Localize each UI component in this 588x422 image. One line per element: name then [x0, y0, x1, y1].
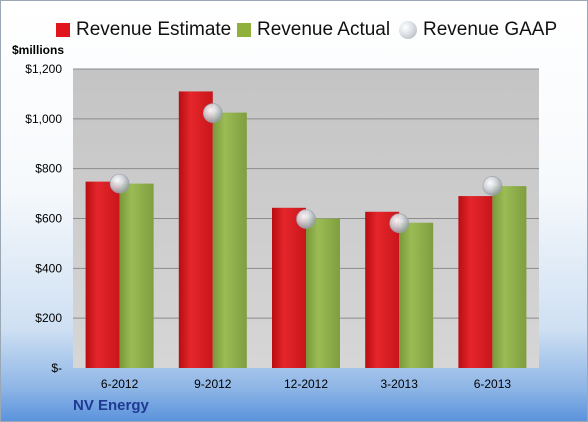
bar-revenue-estimate	[272, 207, 306, 368]
legend-swatch-revenue-actual	[237, 23, 251, 37]
y-axis-unit-label: $millions	[12, 43, 65, 57]
y-tick-label: $600	[35, 212, 62, 226]
y-tick-label: $1,200	[25, 62, 62, 76]
x-tick-label: 12-2012	[284, 377, 328, 391]
y-tick-label: $400	[35, 261, 62, 275]
x-tick-label: 6-2012	[101, 377, 139, 391]
legend-swatch-revenue-gaap	[399, 21, 417, 39]
legend-item-revenue-actual: Revenue Actual	[237, 15, 390, 45]
legend-label-revenue-gaap: Revenue GAAP	[423, 19, 558, 40]
x-tick-label: 6-2013	[474, 377, 512, 391]
legend-item-revenue-estimate: Revenue Estimate	[56, 15, 231, 45]
marker-revenue-gaap	[296, 209, 316, 229]
bar-revenue-actual	[399, 222, 434, 368]
marker-revenue-gaap	[482, 176, 503, 196]
bar-revenue-actual	[212, 112, 247, 369]
bar-revenue-actual	[306, 218, 340, 368]
bar-revenue-actual	[492, 186, 527, 368]
company-name: NV Energy	[73, 397, 149, 414]
bar-revenue-actual	[119, 183, 154, 368]
legend-item-revenue-gaap: Revenue GAAP	[399, 15, 557, 45]
x-tick-label: 3-2013	[381, 377, 419, 391]
marker-revenue-gaap	[389, 213, 410, 234]
legend-label-revenue-estimate: Revenue Estimate	[76, 19, 232, 40]
y-tick-label: $-	[51, 361, 62, 375]
bar-revenue-estimate	[178, 91, 213, 369]
legend-label-revenue-actual: Revenue Actual	[257, 19, 391, 40]
legend: Revenue Estimate Revenue Actual Revenue …	[1, 15, 587, 45]
y-tick-label: $1,000	[25, 112, 62, 126]
x-tick-label: 9-2012	[194, 377, 232, 391]
y-tick-label: $800	[35, 162, 62, 176]
marker-revenue-gaap	[109, 173, 130, 194]
legend-swatch-revenue-estimate	[56, 23, 70, 37]
y-tick-label: $200	[35, 311, 62, 325]
marker-revenue-gaap	[203, 103, 223, 123]
bar-revenue-estimate	[85, 181, 120, 368]
bar-revenue-estimate	[458, 196, 493, 368]
bar-revenue-estimate	[365, 211, 400, 368]
